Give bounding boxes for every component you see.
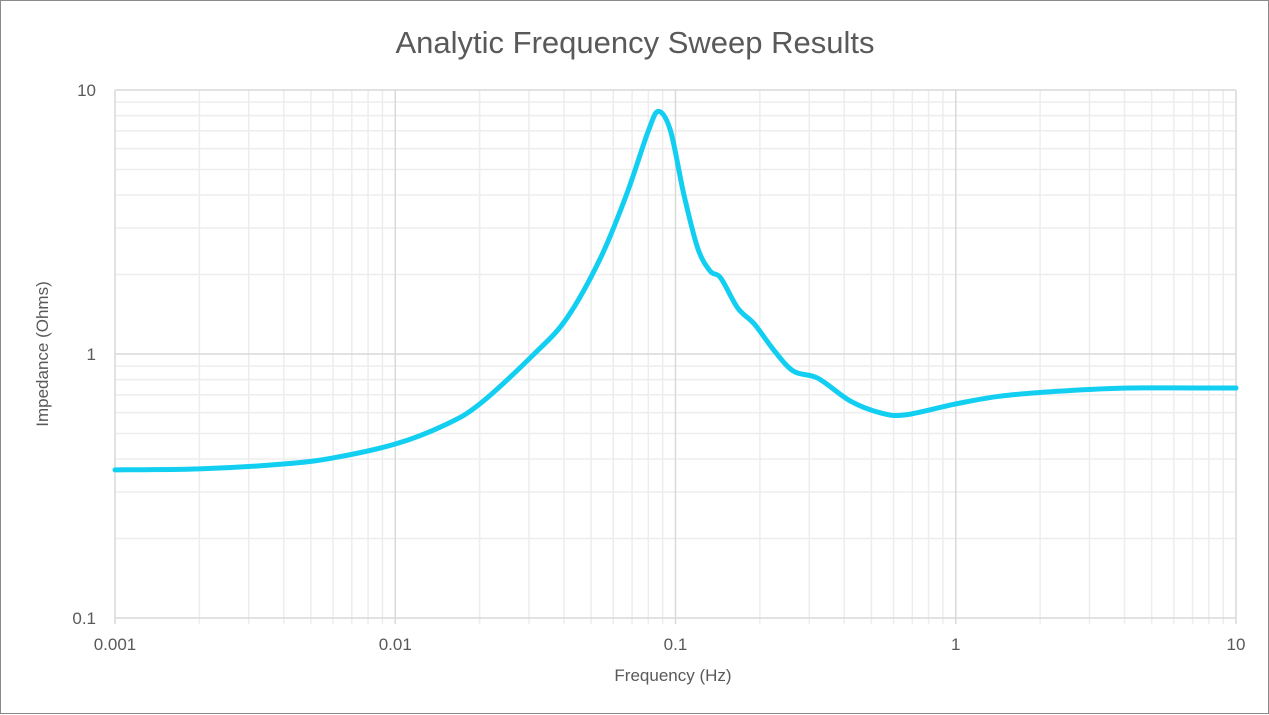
y-axis-label: Impedance (Ohms): [33, 281, 52, 427]
y-tick-label: 1: [87, 345, 96, 364]
grid: [114, 89, 1237, 624]
x-axis-label: Frequency (Hz): [614, 666, 731, 685]
x-tick-label: 0.1: [664, 635, 688, 654]
y-tick-label: 0.1: [72, 609, 96, 628]
x-tick-label: 0.001: [94, 635, 137, 654]
series-line: [112, 108, 1239, 473]
x-tick-label: 10: [1227, 635, 1246, 654]
y-tick-label: 10: [77, 81, 96, 100]
x-tick-label: 0.01: [379, 635, 412, 654]
tick-labels: 0.001 0.01 0.1 1 10 0.1 1 10: [72, 81, 1245, 654]
x-tick-label: 1: [951, 635, 960, 654]
chart-title: Analytic Frequency Sweep Results: [395, 25, 874, 60]
